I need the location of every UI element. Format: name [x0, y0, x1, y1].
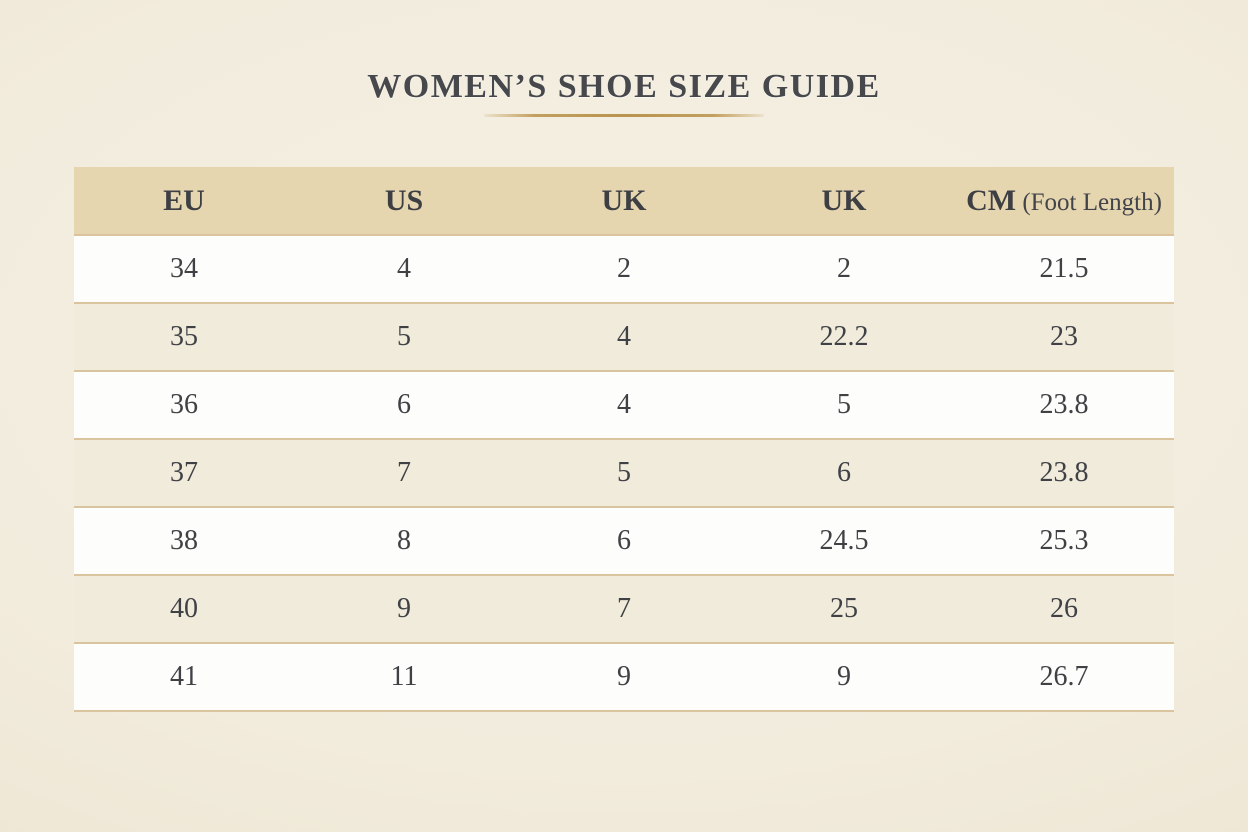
column-label: US [384, 183, 424, 217]
column-header-cm: CM (Foot Length) [954, 167, 1174, 237]
title-underline-rule [484, 114, 764, 118]
table-cell-cm: 26.7 [954, 643, 1174, 713]
table-cell-uk-2: 2 [734, 235, 954, 305]
table-cell-uk-1: 6 [514, 507, 734, 577]
column-header-us: US [294, 167, 514, 237]
table-cell-us: 4 [294, 235, 514, 305]
table-cell-uk-2: 5 [734, 371, 954, 441]
table-cell-cm: 23 [954, 303, 1174, 373]
table-cell-cm: 23.8 [954, 439, 1174, 509]
table-cell-eu: 35 [74, 303, 294, 373]
table-row: 35 5 4 22.2 23 [74, 303, 1174, 373]
column-header-uk-2: UK [734, 167, 954, 237]
column-label: UK [821, 183, 867, 217]
table-row: 40 9 7 25 26 [74, 575, 1174, 645]
column-header-eu: EU [74, 167, 294, 237]
table-cell-eu: 37 [74, 439, 294, 509]
table-row: 41 11 9 9 26.7 [74, 643, 1174, 713]
table-cell-eu: 34 [74, 235, 294, 305]
shoe-size-table: EU US UK UK CM (Foot Length) 34 4 2 2 21.5 35 5 4 22… [74, 167, 1174, 713]
column-label: UK [601, 183, 647, 217]
column-label: EU [163, 183, 205, 217]
column-note: (Foot Length) [1016, 188, 1162, 216]
table-cell-eu: 41 [74, 643, 294, 713]
table-cell-us: 8 [294, 507, 514, 577]
table-cell-uk-2: 22.2 [734, 303, 954, 373]
table-cell-us: 9 [294, 575, 514, 645]
table-row: 34 4 2 2 21.5 [74, 235, 1174, 305]
table-cell-us: 7 [294, 439, 514, 509]
table-body: 34 4 2 2 21.5 35 5 4 22.2 23 36 6 4 5 23.8 37 7 5 6 23.8 38 8… [74, 235, 1174, 713]
table-cell-uk-2: 24.5 [734, 507, 954, 577]
table-cell-uk-1: 9 [514, 643, 734, 713]
table-cell-us: 11 [294, 643, 514, 713]
column-label: CM [966, 183, 1017, 217]
table-cell-eu: 40 [74, 575, 294, 645]
table-cell-cm: 26 [954, 575, 1174, 645]
table-row: 36 6 4 5 23.8 [74, 371, 1174, 441]
table-cell-uk-2: 9 [734, 643, 954, 713]
table-cell-cm: 21.5 [954, 235, 1174, 305]
table-cell-uk-1: 4 [514, 371, 734, 441]
table-cell-uk-2: 6 [734, 439, 954, 509]
page-title: WOMEN’S SHOE SIZE GUIDE [367, 68, 881, 105]
table-header-row: EU US UK UK CM (Foot Length) [74, 167, 1174, 237]
table-cell-cm: 23.8 [954, 371, 1174, 441]
table-cell-us: 5 [294, 303, 514, 373]
table-row: 38 8 6 24.5 25.3 [74, 507, 1174, 577]
table-cell-us: 6 [294, 371, 514, 441]
table-cell-eu: 38 [74, 507, 294, 577]
table-cell-cm: 25.3 [954, 507, 1174, 577]
column-header-uk-1: UK [514, 167, 734, 237]
table-cell-uk-1: 7 [514, 575, 734, 645]
table-row: 37 7 5 6 23.8 [74, 439, 1174, 509]
table-cell-uk-1: 4 [514, 303, 734, 373]
table-cell-uk-2: 25 [734, 575, 954, 645]
table-cell-eu: 36 [74, 371, 294, 441]
table-cell-uk-1: 2 [514, 235, 734, 305]
table-cell-uk-1: 5 [514, 439, 734, 509]
table-head: EU US UK UK CM (Foot Length) [74, 167, 1174, 237]
